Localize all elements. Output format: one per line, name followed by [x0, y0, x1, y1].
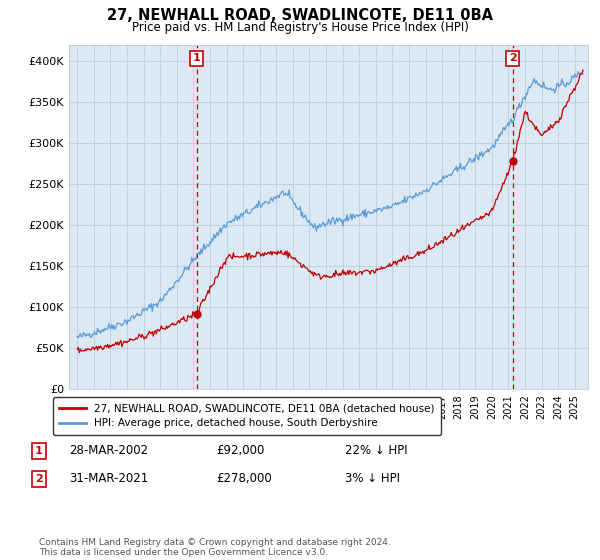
Text: 2: 2: [35, 474, 43, 484]
Text: 31-MAR-2021: 31-MAR-2021: [69, 472, 148, 486]
Text: 1: 1: [35, 446, 43, 456]
Text: £92,000: £92,000: [216, 444, 265, 458]
Text: Price paid vs. HM Land Registry's House Price Index (HPI): Price paid vs. HM Land Registry's House …: [131, 21, 469, 34]
Text: 1: 1: [193, 53, 200, 63]
Text: 22% ↓ HPI: 22% ↓ HPI: [345, 444, 407, 458]
Text: £278,000: £278,000: [216, 472, 272, 486]
Text: Contains HM Land Registry data © Crown copyright and database right 2024.
This d: Contains HM Land Registry data © Crown c…: [39, 538, 391, 557]
Text: 2: 2: [509, 53, 517, 63]
Text: 27, NEWHALL ROAD, SWADLINCOTE, DE11 0BA: 27, NEWHALL ROAD, SWADLINCOTE, DE11 0BA: [107, 8, 493, 24]
Legend: 27, NEWHALL ROAD, SWADLINCOTE, DE11 0BA (detached house), HPI: Average price, de: 27, NEWHALL ROAD, SWADLINCOTE, DE11 0BA …: [53, 397, 440, 435]
Text: 3% ↓ HPI: 3% ↓ HPI: [345, 472, 400, 486]
Text: 28-MAR-2002: 28-MAR-2002: [69, 444, 148, 458]
